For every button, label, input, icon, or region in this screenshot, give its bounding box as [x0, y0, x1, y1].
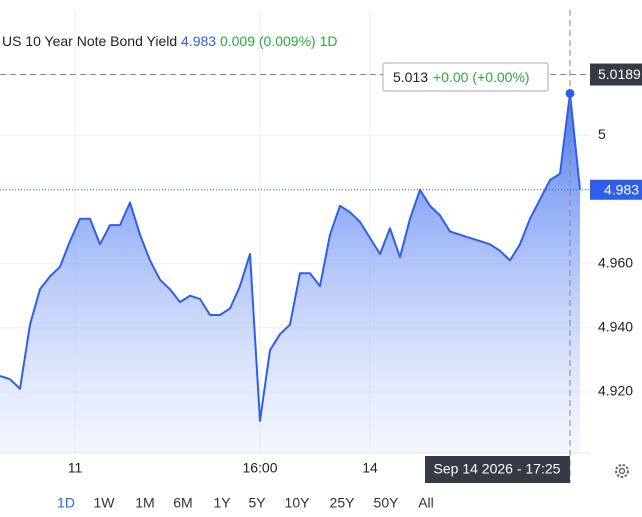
title-text: US 10 Year Note Bond Yield — [2, 33, 177, 49]
last-value-label: 4.983 — [604, 181, 639, 197]
line — [0, 92, 581, 422]
change: 0.009 (0.009%) — [220, 33, 316, 49]
hover-point — [565, 88, 575, 98]
range-button[interactable]: 10Y — [285, 495, 311, 511]
crosshair-price-box — [590, 63, 642, 86]
period: 1D — [320, 33, 338, 49]
tooltip-box — [382, 62, 549, 92]
range-button[interactable]: 1D — [57, 495, 75, 511]
title: US 10 Year Note Bond Yield 4.983 0.009 (… — [2, 33, 338, 49]
range-button[interactable]: All — [418, 495, 434, 511]
tooltip-change: +0.00 (+0.00%) — [433, 69, 530, 85]
range-button[interactable]: 1M — [135, 495, 154, 511]
area-fill — [0, 93, 580, 453]
y-tick-label: 4.920 — [598, 383, 633, 399]
tooltip: 5.013 +0.00 (+0.00%) — [393, 69, 530, 85]
range-button[interactable]: 6M — [173, 495, 192, 511]
range-button[interactable]: 1Y — [213, 495, 231, 511]
y-tick-label: 5 — [598, 126, 606, 142]
crosshair-time-label: Sep 14 2026 - 17:25 — [434, 461, 561, 477]
x-tick-label: 16:00 — [242, 460, 277, 476]
y-tick-label: 4.940 — [598, 319, 633, 335]
range-button[interactable]: 50Y — [374, 495, 400, 511]
last-value-box — [590, 179, 642, 200]
range-button[interactable]: 1W — [94, 495, 116, 511]
tooltip-value: 5.013 — [393, 69, 428, 85]
x-tick-label: 14 — [362, 460, 378, 476]
range-button[interactable]: 25Y — [330, 495, 356, 511]
crosshair-price-label: 5.0189 — [598, 66, 641, 82]
last-value: 4.983 — [181, 33, 216, 49]
x-tick-label: 11 — [68, 460, 83, 476]
crosshair-time-box — [425, 456, 570, 483]
settings-icon[interactable] — [615, 464, 629, 478]
y-tick-label: 4.960 — [598, 254, 633, 270]
range-button[interactable]: 5Y — [248, 495, 266, 511]
